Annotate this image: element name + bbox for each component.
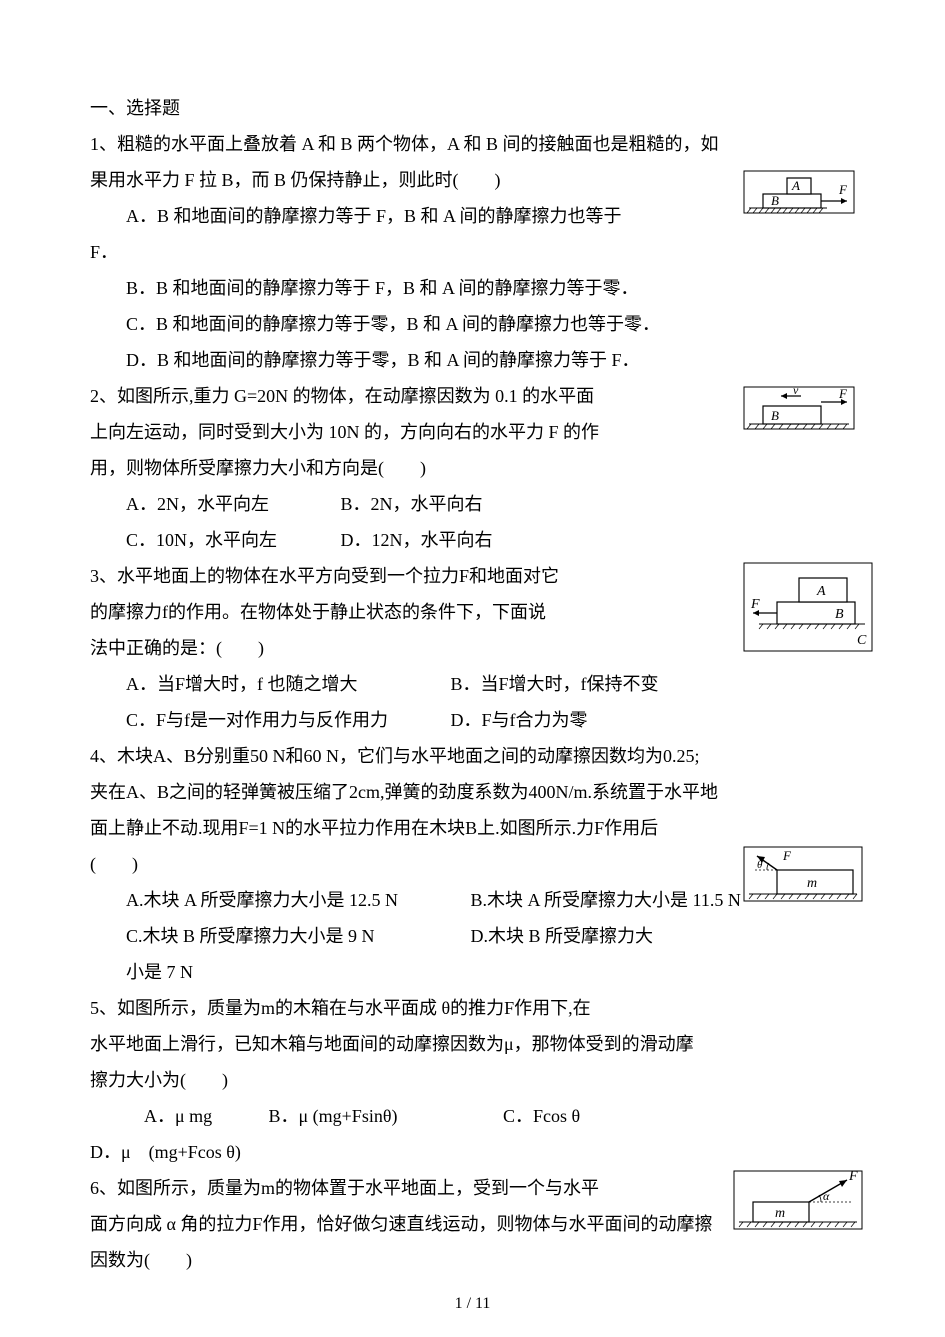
q3-options-row1: A．当F增大时，f 也随之增大 B．当F增大时，f保持不变	[90, 666, 855, 702]
svg-text:θ: θ	[757, 859, 763, 871]
page: 一、选择题 1、粗糙的水平面上叠放着 A 和 B 两个物体，A 和 B 间的接触…	[0, 0, 945, 1337]
q1-option-b: B．B 和地面间的静摩擦力等于 F，B 和 A 间的静摩擦力等于零．	[90, 270, 855, 306]
q3-options-row2: C．F与f是一对作用力与反作用力 D．F与f合力为零	[90, 702, 855, 738]
q1-option-c: C．B 和地面间的静摩擦力等于零，B 和 A 间的静摩擦力也等于零．	[90, 306, 855, 342]
question-4: 4、木块A、B分别重50 N和60 N，它们与水平地面之间的动摩擦因数均为0.2…	[90, 738, 855, 990]
svg-text:m: m	[775, 1206, 785, 1221]
q2-option-b: B．2N，水平向右	[341, 486, 483, 522]
q2-stem-line2: 上向左运动，同时受到大小为 10N 的，方向向右的水平力 F 的作	[90, 414, 855, 450]
q1-stem-line2: 果用水平力 F 拉 B，而 B 仍保持静止，则此时( )	[90, 162, 855, 198]
q5-stem-line3: 擦力大小为( )	[90, 1062, 855, 1098]
svg-text:B: B	[771, 408, 779, 423]
q1-option-d: D．B 和地面间的静摩擦力等于零，B 和 A 间的静摩擦力等于 F．	[90, 342, 855, 378]
q6-stem-line3: 因数为( )	[90, 1242, 855, 1278]
q5-stem-line2: 水平地面上滑行，已知木箱与地面间的动摩擦因数为μ，那物体受到的滑动摩	[90, 1026, 855, 1062]
q2-option-c: C．10N，水平向左	[126, 522, 336, 558]
section-title: 一、选择题	[90, 90, 855, 126]
q4-stem-line2: 夹在A、B之间的轻弹簧被压缩了2cm,弹簧的劲度系数为400N/m.系统置于水平…	[90, 774, 855, 810]
q5-figure: m θ F	[743, 846, 863, 902]
q4-option-d-line1: D.木块 B 所受摩擦力大	[471, 918, 654, 954]
svg-text:F: F	[838, 386, 848, 401]
q1-option-a-line2: F．	[90, 234, 855, 270]
q4-stem-line4: ( )	[90, 846, 855, 882]
page-number: 1 / 11	[455, 1295, 491, 1313]
question-6: 6、如图所示，质量为m的物体置于水平地面上，受到一个与水平 面方向成 α 角的拉…	[90, 1170, 855, 1278]
q2-figure: B v F	[743, 386, 855, 430]
q6-figure: m α F	[733, 1170, 863, 1230]
svg-text:C: C	[857, 633, 867, 648]
q1-figure: B A F	[743, 170, 855, 214]
q3-stem-line3: 法中正确的是：( )	[90, 630, 855, 666]
q5-options-row1: A．μ mg B．μ (mg+Fsinθ) C．Fcos θ	[90, 1098, 855, 1134]
svg-text:α: α	[823, 1189, 830, 1203]
q2-stem-line3: 用，则物体所受摩擦力大小和方向是( )	[90, 450, 855, 486]
svg-text:B: B	[771, 193, 779, 208]
q5-option-a: A．μ mg	[144, 1098, 264, 1134]
q2-options-row1: A．2N，水平向左 B．2N，水平向右	[90, 486, 855, 522]
q3-stem-line2: 的摩擦力f的作用。在物体处于静止状态的条件下，下面说	[90, 594, 855, 630]
q2-option-a: A．2N，水平向左	[126, 486, 336, 522]
svg-text:F: F	[848, 1170, 858, 1184]
q4-option-b: B.木块 A 所受摩擦力大小是 11.5 N	[471, 882, 741, 918]
q4-option-c: C.木块 B 所受摩擦力大小是 9 N	[126, 918, 466, 954]
question-1: 1、粗糙的水平面上叠放着 A 和 B 两个物体，A 和 B 间的接触面也是粗糙的…	[90, 126, 855, 378]
q4-options-row1: A.木块 A 所受摩擦力大小是 12.5 N B.木块 A 所受摩擦力大小是 1…	[90, 882, 855, 918]
q4-options-row2: C.木块 B 所受摩擦力大小是 9 N D.木块 B 所受摩擦力大	[90, 918, 855, 954]
q4-stem-line1: 4、木块A、B分别重50 N和60 N，它们与水平地面之间的动摩擦因数均为0.2…	[90, 738, 855, 774]
svg-text:m: m	[807, 876, 817, 891]
q3-option-c: C．F与f是一对作用力与反作用力	[126, 702, 446, 738]
q5-option-c: C．Fcos θ	[503, 1098, 580, 1134]
q2-option-d: D．12N，水平向右	[341, 522, 493, 558]
q4-stem-line3: 面上静止不动.现用F=1 N的水平拉力作用在木块B上.如图所示.力F作用后	[90, 810, 855, 846]
q3-stem-line1: 3、水平地面上的物体在水平方向受到一个拉力F和地面对它	[90, 558, 855, 594]
q4-option-d-line2: 小是 7 N	[90, 954, 855, 990]
q1-option-a-line1: A．B 和地面间的静摩擦力等于 F，B 和 A 间的静摩擦力也等于	[90, 198, 855, 234]
q3-option-d: D．F与f合力为零	[451, 702, 588, 738]
svg-text:F: F	[782, 848, 792, 863]
q3-figure: B A F C	[743, 562, 873, 652]
svg-text:v: v	[793, 386, 799, 397]
q4-option-a: A.木块 A 所受摩擦力大小是 12.5 N	[126, 882, 466, 918]
svg-text:F: F	[750, 597, 760, 612]
svg-text:A: A	[791, 178, 800, 193]
q1-stem-line1: 1、粗糙的水平面上叠放着 A 和 B 两个物体，A 和 B 间的接触面也是粗糙的…	[90, 126, 855, 162]
q3-option-b: B．当F增大时，f保持不变	[451, 666, 659, 702]
q5-option-d: D．μ (mg+Fcos θ)	[90, 1134, 855, 1170]
question-3: 3、水平地面上的物体在水平方向受到一个拉力F和地面对它 的摩擦力f的作用。在物体…	[90, 558, 855, 738]
svg-text:F: F	[838, 182, 848, 197]
q3-option-a: A．当F增大时，f 也随之增大	[126, 666, 446, 702]
q5-stem-line1: 5、如图所示，质量为m的木箱在与水平面成 θ的推力F作用下,在	[90, 990, 855, 1026]
q2-options-row2: C．10N，水平向左 D．12N，水平向右	[90, 522, 855, 558]
q5-option-b: B．μ (mg+Fsinθ)	[269, 1098, 499, 1134]
svg-text:A: A	[816, 584, 826, 599]
question-2: 2、如图所示,重力 G=20N 的物体，在动摩擦因数为 0.1 的水平面 上向左…	[90, 378, 855, 558]
svg-text:B: B	[835, 607, 844, 622]
question-5: 5、如图所示，质量为m的木箱在与水平面成 θ的推力F作用下,在 水平地面上滑行，…	[90, 990, 855, 1170]
q2-stem-line1: 2、如图所示,重力 G=20N 的物体，在动摩擦因数为 0.1 的水平面	[90, 378, 855, 414]
